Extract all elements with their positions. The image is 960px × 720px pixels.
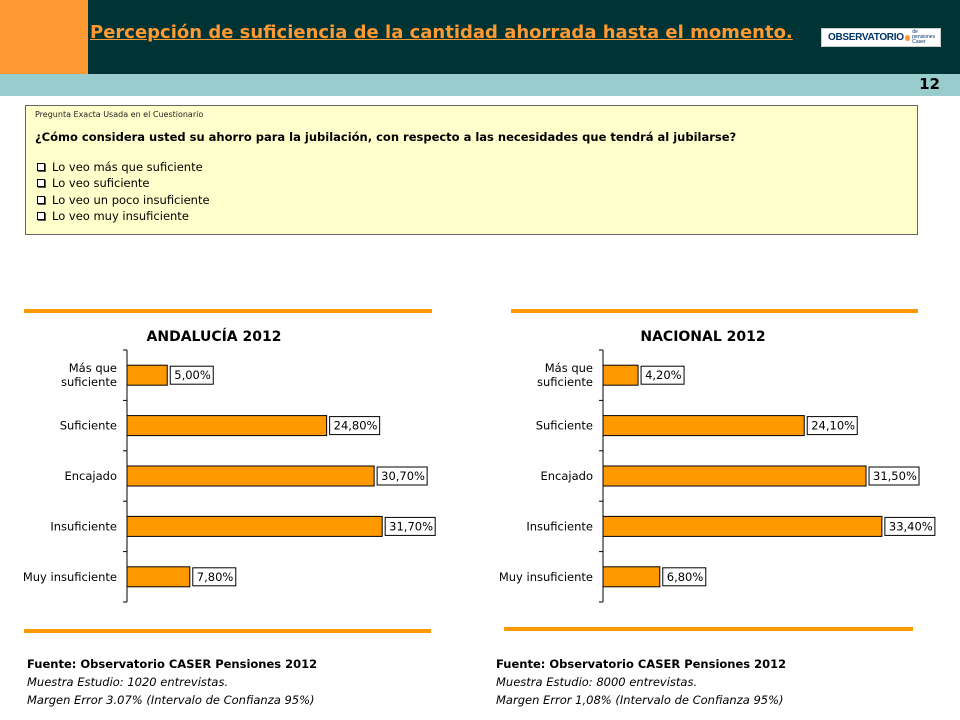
category-label: Insuficiente xyxy=(526,519,593,533)
data-label-box xyxy=(884,516,936,536)
logo-subtext: de pensiones Caser xyxy=(912,29,936,45)
source-margen: Margen Error 3.07% (Intervalo de Confian… xyxy=(27,693,315,707)
category-label: suficiente xyxy=(537,375,593,389)
category-label: Muy insuficiente xyxy=(499,570,593,584)
question-text: ¿Cómo considera usted su ahorro para la … xyxy=(35,130,737,144)
data-label: 6,80% xyxy=(667,570,704,584)
category-label: suficiente xyxy=(61,375,117,389)
chart-bottom-rule-right xyxy=(504,627,913,631)
chart-title: ANDALUCÍA 2012 xyxy=(147,328,282,345)
checkbox-icon xyxy=(37,212,45,221)
source-note-left: Fuente: Observatorio CASER Pensiones 201… xyxy=(27,655,317,709)
data-label-box xyxy=(868,466,920,486)
subheader-band xyxy=(0,74,960,96)
page-title: Percepción de suficiencia de la cantidad… xyxy=(90,22,793,43)
data-label: 5,00% xyxy=(174,368,211,382)
question-option: Lo veo suficiente xyxy=(35,175,908,191)
data-label-box xyxy=(376,466,428,486)
category-label: Suficiente xyxy=(536,419,593,433)
source-fuente: Fuente: Observatorio CASER Pensiones 201… xyxy=(496,657,787,671)
data-label-box xyxy=(662,567,707,587)
data-label: 31,70% xyxy=(389,519,433,533)
question-label: Pregunta Exacta Usada en el Cuestionario xyxy=(35,110,204,119)
bar xyxy=(602,465,867,487)
source-muestra: Muestra Estudio: 8000 entrevistas. xyxy=(496,675,698,689)
data-label-box xyxy=(806,416,858,436)
source-note-right: Fuente: Observatorio CASER Pensiones 201… xyxy=(496,655,786,709)
category-label: Insuficiente xyxy=(50,519,117,533)
bar xyxy=(126,566,191,588)
data-label: 7,80% xyxy=(197,570,234,584)
source-muestra: Muestra Estudio: 1020 entrevistas. xyxy=(27,675,229,689)
observatorio-logo: OBSERVATORIO de pensiones Caser xyxy=(821,28,941,47)
question-options: Lo veo más que suficiente Lo veo suficie… xyxy=(35,159,908,224)
data-label: 24,80% xyxy=(334,419,378,433)
category-label: Más que xyxy=(69,361,117,375)
bar xyxy=(602,364,639,386)
question-option: Lo veo más que suficiente xyxy=(35,159,908,175)
chart-title: NACIONAL 2012 xyxy=(640,329,765,345)
checkbox-icon xyxy=(37,179,45,188)
bar xyxy=(602,415,805,437)
data-label: 24,10% xyxy=(811,419,855,433)
data-label-box xyxy=(169,365,214,385)
category-label: Encajado xyxy=(64,469,117,483)
category-label: Suficiente xyxy=(60,419,117,433)
data-label: 4,20% xyxy=(645,368,682,382)
data-label-box xyxy=(640,365,685,385)
category-label: Encajado xyxy=(540,469,593,483)
page-number: 12 xyxy=(919,75,940,93)
logo-text: OBSERVATORIO xyxy=(828,32,904,43)
data-label-box xyxy=(192,567,237,587)
checkbox-icon xyxy=(37,195,45,204)
source-fuente: Fuente: Observatorio CASER Pensiones 201… xyxy=(27,657,318,671)
source-margen: Margen Error 1,08% (Intervalo de Confian… xyxy=(496,693,784,707)
chart-bottom-rule-left xyxy=(24,629,431,633)
checkbox-icon xyxy=(37,163,45,172)
question-box: Pregunta Exacta Usada en el Cuestionario… xyxy=(25,105,918,235)
data-label: 31,50% xyxy=(873,469,917,483)
question-option: Lo veo un poco insuficiente xyxy=(35,192,908,208)
bar xyxy=(602,566,661,588)
category-label: Muy insuficiente xyxy=(23,570,117,584)
chart-top-rule-right xyxy=(511,309,918,313)
category-label: Más que xyxy=(545,361,593,375)
logo-dot-icon xyxy=(904,34,911,41)
bar xyxy=(126,515,383,537)
bar xyxy=(126,415,328,437)
question-option: Lo veo muy insuficiente xyxy=(35,208,908,224)
data-label: 30,70% xyxy=(381,469,425,483)
header-bar xyxy=(88,0,960,74)
bar xyxy=(126,364,168,386)
chart-top-rule-left xyxy=(24,309,432,313)
data-label: 33,40% xyxy=(889,519,933,533)
data-label-box xyxy=(329,416,381,436)
bar xyxy=(602,515,883,537)
bar xyxy=(126,465,375,487)
data-label-box xyxy=(384,516,436,536)
header-accent-block xyxy=(0,0,88,74)
